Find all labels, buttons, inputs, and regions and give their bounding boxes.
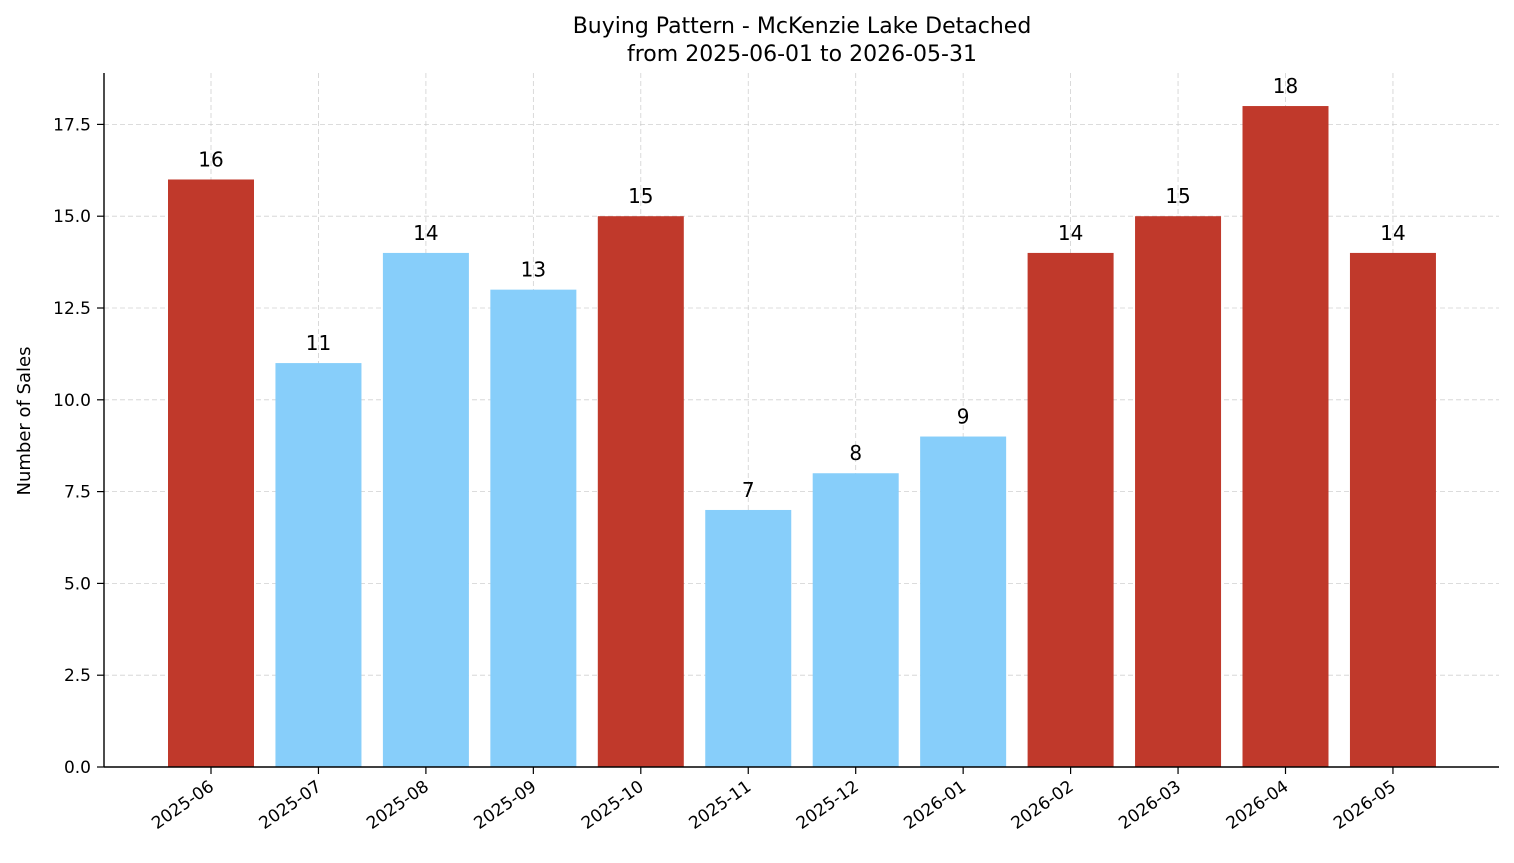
bar-value-label: 14 <box>413 221 438 245</box>
chart-title: Buying Pattern - McKenzie Lake Detached <box>573 14 1032 39</box>
bar-value-label: 14 <box>1380 221 1405 245</box>
x-tick-label: 2025-10 <box>578 777 648 834</box>
bar-value-label: 8 <box>849 441 862 465</box>
x-tick-label: 2025-07 <box>256 777 326 834</box>
bar-value-label: 15 <box>1165 184 1190 208</box>
x-tick-label: 2026-03 <box>1115 777 1185 834</box>
y-axis-title: Number of Sales <box>14 346 35 495</box>
bar-2025-08 <box>382 252 469 768</box>
x-tick-label: 2025-09 <box>471 777 541 834</box>
bar-2026-03 <box>1135 216 1222 767</box>
y-axis-ticks: 0.0 2.5 5.0 7.5 10.0 12.5 15.0 17.5 <box>53 115 104 778</box>
y-tick-label: 2.5 <box>64 666 91 686</box>
x-tick-label: 2026-05 <box>1330 777 1400 834</box>
bar-2026-01 <box>920 436 1007 767</box>
x-tick-label: 2025-12 <box>793 777 863 834</box>
bar-value-label: 14 <box>1058 221 1083 245</box>
x-axis-ticks: 2025-06 2025-07 2025-08 2025-09 2025-10 2025-… <box>148 767 1400 834</box>
y-tick-label: 17.5 <box>53 115 91 135</box>
bar-2025-06 <box>168 179 254 768</box>
x-tick-label: 2026-02 <box>1008 777 1078 834</box>
bar-2025-11 <box>705 509 792 767</box>
bar-2026-04 <box>1242 106 1329 768</box>
x-tick-label: 2026-04 <box>1223 777 1293 834</box>
bar-value-label: 11 <box>306 331 331 355</box>
x-tick-label: 2026-01 <box>900 777 970 834</box>
y-tick-label: 15.0 <box>53 207 91 227</box>
bar-2025-07 <box>275 363 362 767</box>
y-tick-label: 12.5 <box>53 299 91 319</box>
y-tick-label: 7.5 <box>64 483 91 503</box>
x-tick-label: 2025-11 <box>685 777 755 834</box>
bar-2026-02 <box>1027 252 1114 768</box>
bar-value-label: 18 <box>1273 74 1298 98</box>
x-tick-label: 2025-08 <box>363 777 433 834</box>
data-labels: 16 11 14 13 15 7 8 9 14 15 18 14 <box>198 74 1405 502</box>
bar-value-label: 15 <box>628 184 653 208</box>
bar-value-label: 7 <box>742 478 755 502</box>
bar-2025-10 <box>597 216 684 767</box>
y-tick-label: 10.0 <box>53 391 91 411</box>
bar-2026-05 <box>1349 252 1436 768</box>
chart-subtitle: from 2025-06-01 to 2026-05-31 <box>627 42 977 67</box>
y-tick-label: 0.0 <box>64 758 91 778</box>
bar-2025-12 <box>812 473 899 767</box>
bars <box>168 106 1436 768</box>
axes <box>103 73 1499 768</box>
bar-value-label: 16 <box>198 147 223 171</box>
bar-value-label: 9 <box>957 405 970 429</box>
bar-2025-09 <box>490 289 577 767</box>
y-tick-label: 5.0 <box>64 574 91 594</box>
x-tick-label: 2025-06 <box>148 777 218 834</box>
bar-value-label: 13 <box>521 258 546 282</box>
